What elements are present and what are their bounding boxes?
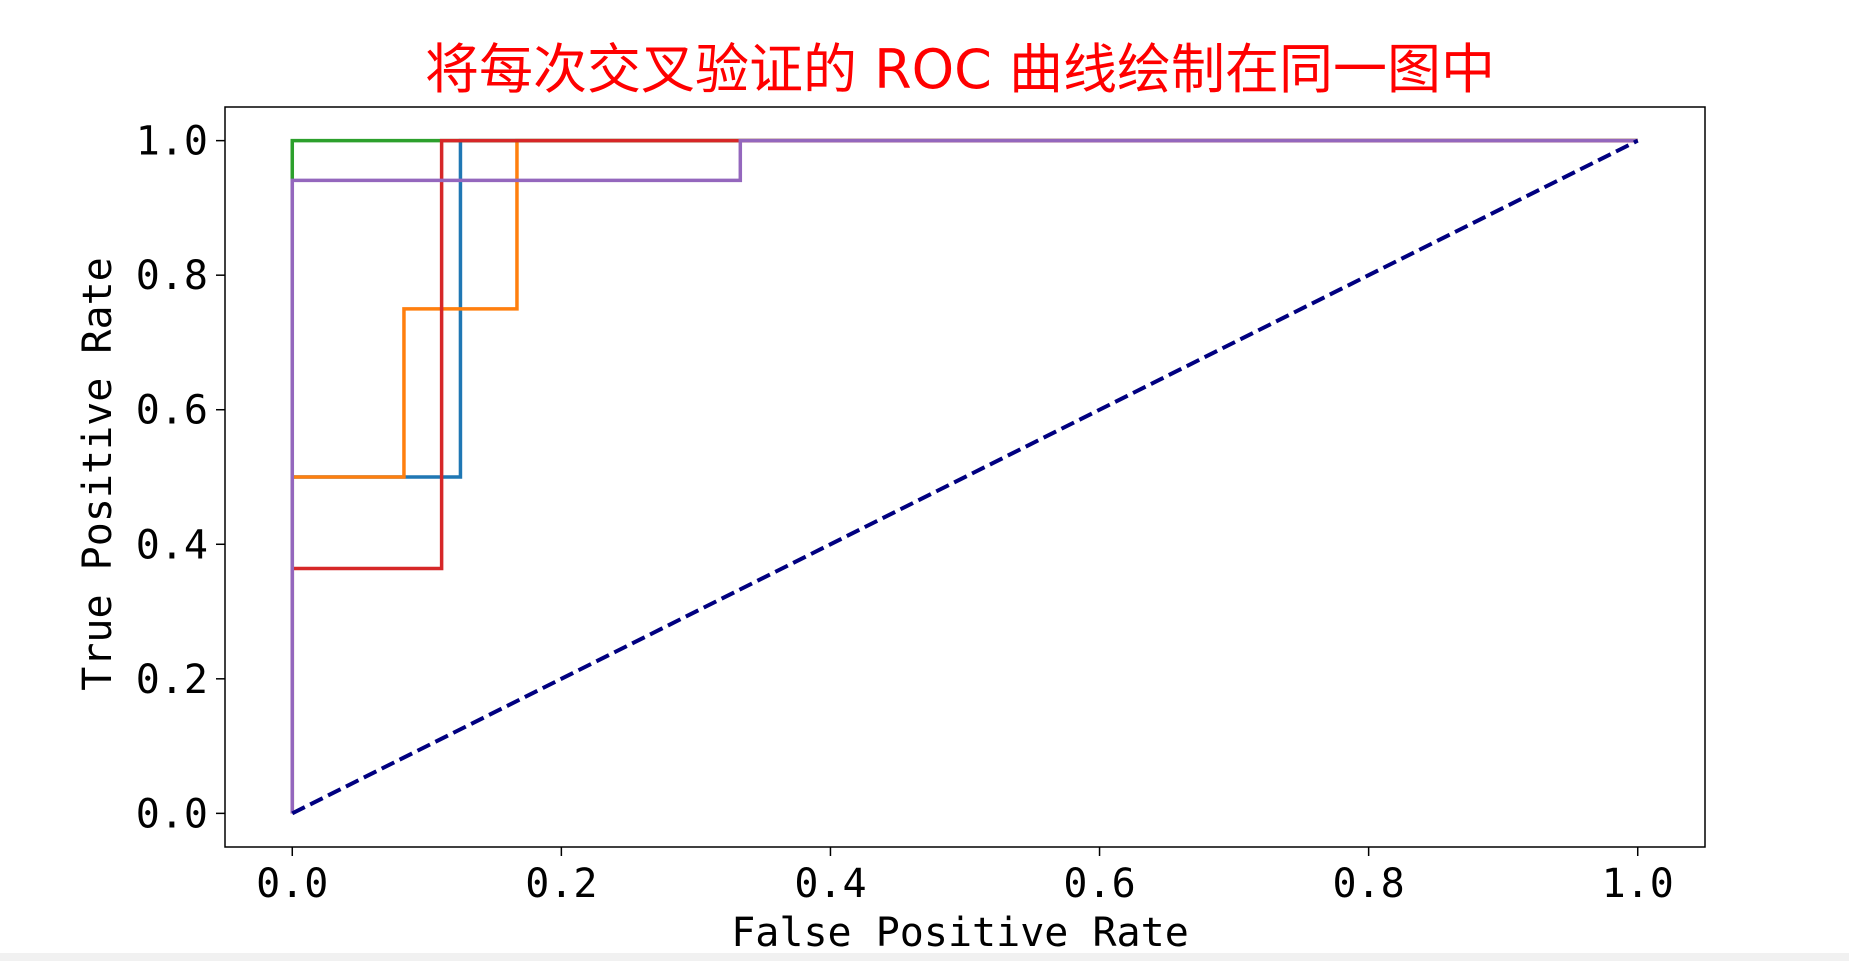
y-tick-label-3: 0.6	[136, 388, 208, 434]
y-tick-label-0: 0.0	[136, 791, 208, 837]
x-tick-label-3: 0.6	[1063, 861, 1135, 907]
x-tick-label-4: 0.8	[1333, 861, 1405, 907]
x-tick-label-0: 0.0	[256, 861, 328, 907]
chart-title: 将每次交叉验证的 ROC 曲线绘制在同一图中	[425, 38, 1495, 101]
series-group	[290, 138, 1639, 816]
axes-frame	[224, 106, 1706, 848]
roc-curve-fold-5	[290, 138, 1638, 814]
y-tick-label-2: 0.4	[136, 522, 208, 568]
x-axis-label: False Positive Rate	[731, 910, 1189, 956]
plot-area: 0.0 0.2 0.4 0.6 0.8 1.0 0.0 0.2 0.4 0.6 0.8 1.0	[136, 106, 1706, 907]
bottom-strip	[0, 953, 1849, 961]
chance-diagonal-line	[291, 138, 1639, 816]
x-tick-label-1: 0.2	[525, 861, 597, 907]
y-axis-label: True Positive Rate	[75, 257, 121, 690]
x-tick-label-2: 0.4	[794, 861, 866, 907]
y-tick-label-4: 0.8	[136, 253, 208, 299]
x-tick-label-5: 1.0	[1602, 861, 1674, 907]
y-tick-label-5: 1.0	[136, 119, 208, 165]
y-tick-label-1: 0.2	[136, 657, 208, 703]
